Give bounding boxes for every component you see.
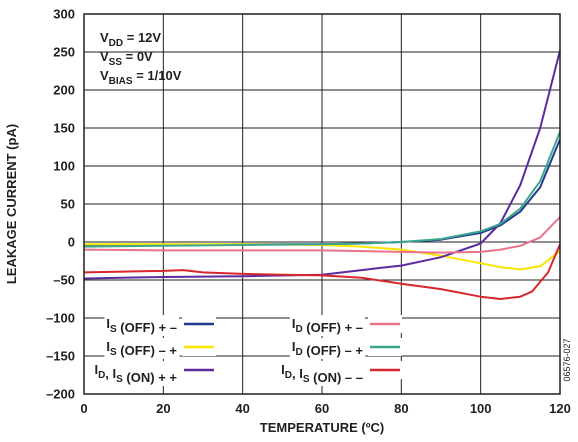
legend-label-backdrop [104, 315, 179, 336]
legend-label: ID, IS (ON) + + [94, 362, 177, 385]
y-tick-label: –100 [46, 311, 75, 326]
y-tick-label: 250 [53, 45, 75, 60]
y-tick-label: 150 [53, 121, 75, 136]
x-tick-label: 40 [235, 401, 249, 416]
y-tick-label: 200 [53, 83, 75, 98]
series-lines [83, 50, 561, 300]
legend-label: IS (OFF) – + [106, 339, 177, 358]
legend-label: ID (OFF) – + [292, 339, 364, 358]
y-tick-label: 100 [53, 159, 75, 174]
condition-line: VSS = 0V [100, 49, 153, 68]
legend-label-backdrop [104, 338, 180, 359]
tick-labels: 0 20 40 60 80 100 120 –200 –150 –100 –50 0 50 100 150 2… [46, 7, 571, 417]
condition-line: VDD = 12V [100, 30, 161, 49]
legend-label-backdrop [92, 361, 180, 386]
x-tick-label: 80 [394, 401, 408, 416]
x-tick-label: 0 [80, 401, 87, 416]
y-tick-label: 300 [53, 7, 75, 22]
y-axis-title: LEAKAGE CURRENT (pA) [4, 124, 19, 284]
series-line [83, 216, 561, 254]
legend-label: ID, IS (ON) – – [281, 362, 363, 385]
legend-label: ID (OFF) + – [292, 316, 363, 335]
y-tick-label: 50 [61, 197, 75, 212]
x-tick-label: 100 [470, 401, 492, 416]
y-tick-label: –150 [46, 349, 75, 364]
x-tick-label: 20 [156, 401, 170, 416]
y-tick-label: –200 [46, 387, 75, 402]
legend: IS (OFF) + – IS (OFF) – + ID, IS (ON) + + I… [92, 315, 402, 386]
x-tick-label: 60 [315, 401, 329, 416]
x-tick-label: 120 [549, 401, 571, 416]
legend-label: IS (OFF) + – [106, 316, 177, 335]
legend-label-backdrop [289, 315, 365, 336]
plot-frame [83, 13, 561, 395]
legend-label-backdrop [289, 338, 366, 359]
condition-line: VBIAS = 1/10V [100, 68, 182, 87]
x-axis-title: TEMPERATURE (ºC) [260, 420, 384, 435]
legend-label-backdrop [279, 361, 365, 386]
figure-id: 06576-027 [562, 338, 572, 381]
series-line [83, 243, 561, 300]
y-tick-label: 0 [68, 235, 75, 250]
series-line [83, 50, 561, 280]
y-tick-label: –50 [53, 273, 75, 288]
series-line [83, 131, 561, 248]
